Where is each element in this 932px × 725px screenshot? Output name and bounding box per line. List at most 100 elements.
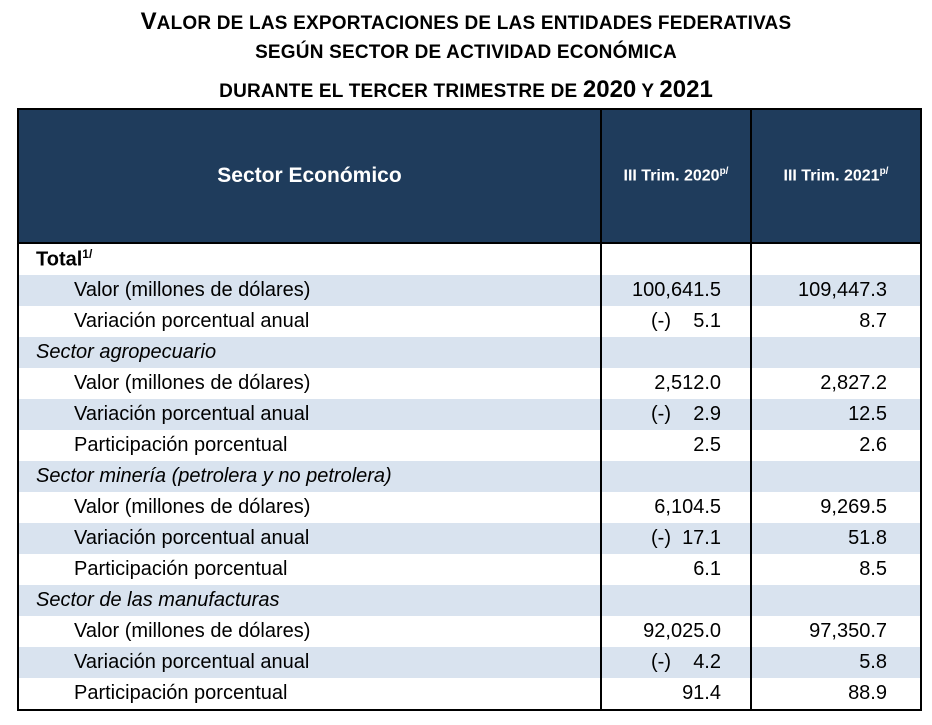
- cell-2020: 2.5: [600, 430, 752, 461]
- value-2020: 17.1: [682, 527, 721, 549]
- row-label-text: Variación porcentual anual: [74, 527, 310, 549]
- table-row: Participación porcentual 6.1 8.5: [17, 554, 922, 585]
- row-label-text: Valor (millones de dólares): [74, 496, 311, 518]
- negative-sign: (-): [651, 651, 671, 673]
- table-row: Variación porcentual anual (-) 4.2 5.8: [17, 647, 922, 678]
- row-label: Variación porcentual anual: [17, 306, 602, 337]
- header-2020: III Trim. 2020p/: [600, 108, 752, 244]
- title-line-3-text: DURANTE EL TERCER TRIMESTRE DE: [219, 81, 583, 102]
- table-row: Variación porcentual anual (-) 17.1 51.8: [17, 523, 922, 554]
- cell-2020: (-) 2.9: [600, 399, 752, 430]
- row-label: Total1/: [17, 243, 602, 275]
- table-row: Participación porcentual 2.5 2.6: [17, 430, 922, 461]
- value-2020: 2,512.0: [654, 372, 721, 394]
- exports-table: Sector Económico III Trim. 2020p/ III Tr…: [17, 108, 922, 711]
- cell-2020: [600, 461, 752, 492]
- negative-sign: (-): [651, 403, 671, 425]
- cell-2020: 92,025.0: [600, 616, 752, 647]
- row-label-text: Variación porcentual anual: [74, 310, 310, 332]
- row-label-text: Variación porcentual anual: [74, 403, 310, 425]
- cell-2021: 88.9: [750, 678, 922, 711]
- value-2021: 8.5: [859, 558, 887, 580]
- row-label: Valor (millones de dólares): [17, 492, 602, 523]
- table-row: Sector de las manufacturas: [17, 585, 922, 616]
- row-label-text: Participación porcentual: [74, 558, 288, 580]
- value-2020: 91.4: [682, 682, 721, 704]
- title-conjunction: Y: [636, 81, 660, 102]
- cell-2021: [750, 337, 922, 368]
- row-label-text: Total: [36, 248, 83, 271]
- cell-2021: 12.5: [750, 399, 922, 430]
- value-2021: 8.7: [859, 310, 887, 332]
- title-line-1-rest: ALOR DE LAS EXPORTACIONES DE LAS ENTIDAD…: [156, 13, 792, 34]
- title-line-3: DURANTE EL TERCER TRIMESTRE DE 2020 Y 20…: [0, 76, 932, 104]
- row-label: Sector de las manufacturas: [17, 585, 602, 616]
- row-label-text: Participación porcentual: [74, 434, 288, 456]
- title-line-2-text: SEGÚN SECTOR DE ACTIVIDAD ECONÓMICA: [255, 42, 677, 63]
- row-label-text: Valor (millones de dólares): [74, 279, 311, 301]
- value-2021: 5.8: [859, 651, 887, 673]
- cell-2021: 9,269.5: [750, 492, 922, 523]
- header-sector: Sector Económico: [17, 108, 602, 244]
- value-2021: 97,350.7: [809, 620, 887, 642]
- value-2020: 5.1: [693, 310, 721, 332]
- table-row: Variación porcentual anual (-) 2.9 12.5: [17, 399, 922, 430]
- row-label-text: Sector agropecuario: [36, 341, 217, 363]
- value-2021: 2,827.2: [820, 372, 887, 394]
- row-label: Variación porcentual anual: [17, 647, 602, 678]
- row-label: Valor (millones de dólares): [17, 368, 602, 399]
- row-label: Sector agropecuario: [17, 337, 602, 368]
- row-label-text: Sector de las manufacturas: [36, 589, 280, 611]
- cell-2020: (-) 17.1: [600, 523, 752, 554]
- header-2020-sup: p/: [719, 166, 729, 178]
- value-2021: 2.6: [859, 434, 887, 456]
- cell-2020: 2,512.0: [600, 368, 752, 399]
- negative-sign: (-): [651, 527, 671, 549]
- row-label: Participación porcentual: [17, 430, 602, 461]
- value-2021: 9,269.5: [820, 496, 887, 518]
- value-2020: 100,641.5: [632, 279, 721, 301]
- cell-2020: 91.4: [600, 678, 752, 711]
- header-2021: III Trim. 2021p/: [750, 108, 922, 244]
- cell-2020: 100,641.5: [600, 275, 752, 306]
- value-2021: 12.5: [848, 403, 887, 425]
- row-label: Participación porcentual: [17, 554, 602, 585]
- title-year-2020: 2020: [582, 76, 637, 103]
- row-label: Valor (millones de dólares): [17, 275, 602, 306]
- title-line-1: VALOR DE LAS EXPORTACIONES DE LAS ENTIDA…: [0, 8, 932, 36]
- header-2021-sup: p/: [879, 166, 889, 178]
- cell-2021: 5.8: [750, 647, 922, 678]
- table-header-row: Sector Económico III Trim. 2020p/ III Tr…: [17, 108, 922, 244]
- table-row: Variación porcentual anual (-) 5.1 8.7: [17, 306, 922, 337]
- table-body: Total1/Valor (millones de dólares) 100,64…: [17, 243, 922, 711]
- cell-2021: [750, 585, 922, 616]
- title-year-2021: 2021: [659, 76, 713, 103]
- value-2021: 88.9: [848, 682, 887, 704]
- table-row: Total1/: [17, 243, 922, 275]
- header-2021-label: III Trim. 2021: [783, 167, 880, 185]
- cell-2021: 8.5: [750, 554, 922, 585]
- row-label-text: Valor (millones de dólares): [74, 620, 311, 642]
- row-label: Participación porcentual: [17, 678, 602, 711]
- row-label-footnote-mark: 1/: [82, 247, 93, 262]
- value-2020: 2.9: [693, 403, 721, 425]
- cell-2021: 2,827.2: [750, 368, 922, 399]
- table-row: Valor (millones de dólares) 100,641.5 109,…: [17, 275, 922, 306]
- cell-2021: 2.6: [750, 430, 922, 461]
- row-label: Variación porcentual anual: [17, 523, 602, 554]
- cell-2021: 97,350.7: [750, 616, 922, 647]
- value-2020: 6,104.5: [654, 496, 721, 518]
- table-row: Participación porcentual 91.4 88.9: [17, 678, 922, 711]
- row-label: Variación porcentual anual: [17, 399, 602, 430]
- table-row: Valor (millones de dólares) 2,512.0 2,827.…: [17, 368, 922, 399]
- cell-2021: 8.7: [750, 306, 922, 337]
- cell-2020: (-) 5.1: [600, 306, 752, 337]
- row-label-text: Sector minería (petrolera y no petrolera…: [36, 465, 392, 487]
- cell-2020: (-) 4.2: [600, 647, 752, 678]
- cell-2020: [600, 243, 752, 275]
- value-2020: 92,025.0: [643, 620, 721, 642]
- cell-2021: [750, 243, 922, 275]
- cell-2020: 6.1: [600, 554, 752, 585]
- value-2021: 51.8: [848, 527, 887, 549]
- value-2020: 2.5: [693, 434, 721, 456]
